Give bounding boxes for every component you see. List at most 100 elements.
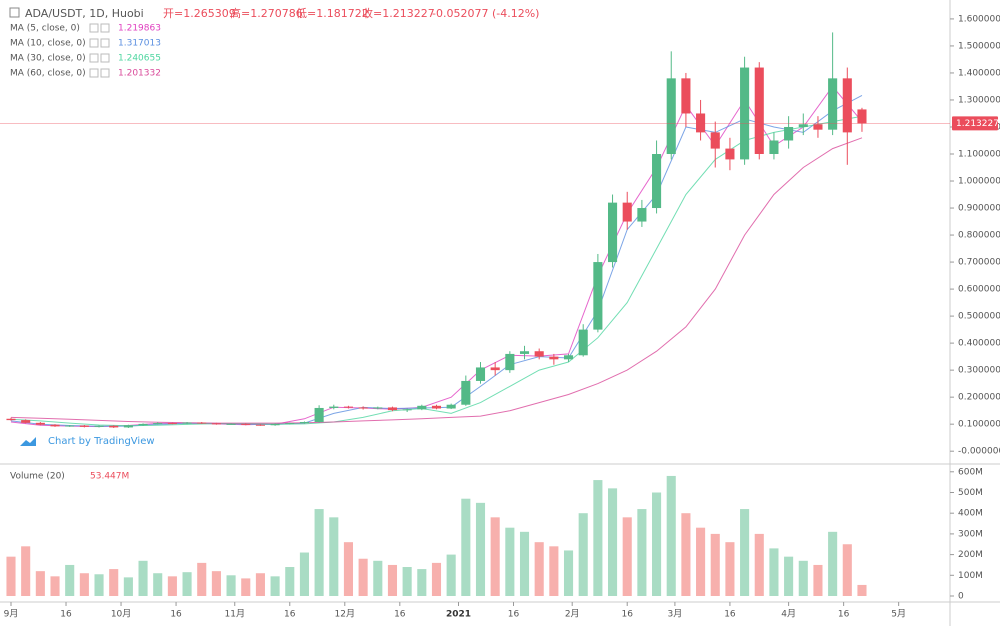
indicator-settings[interactable] <box>89 38 99 48</box>
indicator-remove[interactable] <box>100 23 110 33</box>
volume-bar <box>696 527 706 596</box>
indicator-settings[interactable] <box>89 53 99 63</box>
candle-body <box>123 425 133 428</box>
volume-bar <box>725 542 735 596</box>
volume-bar <box>608 488 618 596</box>
volume-bar <box>622 517 632 596</box>
volume-bar <box>534 542 544 596</box>
volume-tick-label: 400M <box>958 509 983 519</box>
x-tick-label: 10月 <box>111 609 131 620</box>
volume-bar <box>35 571 45 596</box>
volume-tick-label: 500M <box>958 488 983 498</box>
candle-body <box>431 405 442 409</box>
volume-bar <box>109 569 119 596</box>
volume-bar <box>431 562 442 596</box>
candle-body <box>358 407 368 409</box>
y-tick-label: 1.100000 <box>958 150 1000 160</box>
indicator-remove[interactable] <box>100 53 110 63</box>
y-tick-label: 0.300000 <box>958 366 1000 376</box>
volume-tick-label: 0 <box>958 591 964 601</box>
volume-bar <box>446 554 456 596</box>
candle-body <box>666 78 676 154</box>
candle-body <box>138 423 148 426</box>
volume-tick-label: 200M <box>958 550 983 560</box>
volume-bar <box>578 513 588 596</box>
volume-bar <box>123 577 133 596</box>
indicator-settings[interactable] <box>89 68 99 78</box>
watermark[interactable]: Chart by TradingView <box>20 436 155 447</box>
volume-bar <box>754 533 764 596</box>
candle-body <box>608 202 618 263</box>
candle-body <box>563 355 574 360</box>
indicator-remove[interactable] <box>100 38 110 48</box>
candle-body <box>241 423 251 425</box>
candle-body <box>226 423 236 425</box>
x-tick-label: 16 <box>621 610 633 620</box>
volume-bar <box>798 560 808 596</box>
volume-bar <box>138 560 148 596</box>
moving-average <box>10 115 863 427</box>
volume-value: 53.447M <box>90 472 129 482</box>
volume-bar <box>402 567 412 596</box>
y-tick-label: -0.000000 <box>958 447 1000 457</box>
y-tick-label: 0.400000 <box>958 339 1000 349</box>
candle-body <box>417 405 427 410</box>
candle-body <box>461 380 471 405</box>
volume-bar <box>740 509 750 596</box>
candle-body <box>637 208 647 222</box>
y-tick-label: 1.600000 <box>958 14 1000 24</box>
volume-bar <box>813 564 823 596</box>
candle-body <box>681 78 691 114</box>
volume-bar <box>505 527 515 596</box>
candle-body <box>6 418 16 421</box>
volume-bar <box>652 492 662 596</box>
open: 开=1.265309 <box>163 7 236 20</box>
x-tick-label: 16 <box>508 610 520 620</box>
candle-body <box>754 67 764 154</box>
symbol: ADA/USDT, 1D, Huobi <box>25 7 144 20</box>
indicator-name: MA (30, close, 0) <box>10 54 86 64</box>
volume-bar <box>226 575 236 596</box>
candle-body <box>505 353 515 371</box>
indicator-settings[interactable] <box>89 23 99 33</box>
watermark-text: Chart by TradingView <box>48 436 155 447</box>
candle-body <box>197 422 207 424</box>
volume-bar <box>270 576 280 596</box>
candle-body <box>402 409 412 411</box>
volume-bar <box>358 558 368 596</box>
x-tick-label: 16 <box>284 610 296 620</box>
volume-bar <box>519 531 530 596</box>
volume-bar <box>314 509 324 596</box>
volume-bar <box>828 531 838 596</box>
indicator-remove[interactable] <box>100 68 110 78</box>
candle-body <box>182 422 192 424</box>
candle-body <box>299 422 309 424</box>
candle-body <box>21 420 31 423</box>
x-tick-label: 9月 <box>4 609 19 620</box>
volume-bar <box>21 546 31 596</box>
y-tick-label: 1.000000 <box>958 177 1000 187</box>
volume-bar <box>79 573 89 596</box>
close: 收=1.213227 <box>362 6 435 20</box>
indicator-name: MA (60, close, 0) <box>10 69 86 79</box>
candle-body <box>65 425 75 427</box>
volume-bar <box>211 571 221 596</box>
last-price-box <box>952 116 998 131</box>
volume-bar <box>343 542 354 596</box>
volume-bar <box>255 573 265 596</box>
indicator-value: 1.201332 <box>118 69 161 79</box>
collapse-icon[interactable] <box>9 7 20 18</box>
x-tick-label: 16 <box>60 610 72 620</box>
y-tick-label: 1.400000 <box>958 68 1000 78</box>
high: 高=1.270786 <box>230 6 303 20</box>
candle-body <box>94 425 104 427</box>
x-tick-label: 16 <box>394 610 406 620</box>
candle-body <box>857 109 867 124</box>
candle-body <box>314 407 324 423</box>
candle-body <box>211 423 221 425</box>
volume-bar <box>329 517 339 596</box>
volume-bar <box>637 509 647 596</box>
volume-bar <box>490 517 500 596</box>
candle-body <box>725 148 735 160</box>
